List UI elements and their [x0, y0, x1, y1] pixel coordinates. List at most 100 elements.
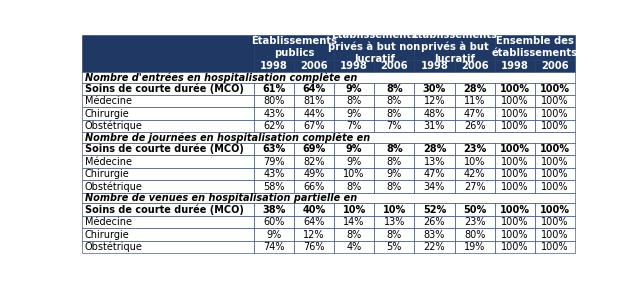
- Bar: [454, 180, 495, 193]
- Bar: [454, 60, 495, 72]
- Text: 50%: 50%: [463, 205, 486, 215]
- Bar: [535, 83, 575, 95]
- Text: 10%: 10%: [342, 205, 366, 215]
- Bar: [495, 216, 535, 228]
- Bar: [253, 120, 294, 133]
- Text: 1998: 1998: [501, 61, 529, 71]
- Bar: [414, 180, 454, 193]
- Text: 2006: 2006: [541, 61, 569, 71]
- Bar: [495, 168, 535, 180]
- Text: Médecine: Médecine: [85, 157, 132, 167]
- Bar: [414, 143, 454, 155]
- Text: 8%: 8%: [387, 229, 402, 239]
- Bar: [374, 95, 414, 107]
- Text: Établissements
privés à but
lucratif: Établissements privés à but lucratif: [412, 30, 497, 64]
- Text: 100%: 100%: [540, 84, 570, 94]
- Bar: [83, 228, 253, 241]
- Text: 100%: 100%: [501, 109, 529, 119]
- Bar: [495, 143, 535, 155]
- Bar: [454, 228, 495, 241]
- Text: 19%: 19%: [464, 242, 485, 252]
- Text: 2006: 2006: [381, 61, 408, 71]
- Text: 8%: 8%: [387, 182, 402, 192]
- Text: 8%: 8%: [386, 144, 403, 154]
- Bar: [374, 60, 414, 72]
- Bar: [374, 228, 414, 241]
- Bar: [374, 143, 414, 155]
- Text: 100%: 100%: [540, 205, 570, 215]
- Text: 100%: 100%: [501, 157, 529, 167]
- Text: 43%: 43%: [263, 169, 285, 179]
- Text: 1998: 1998: [340, 61, 368, 71]
- Text: 13%: 13%: [383, 217, 405, 227]
- Bar: [454, 216, 495, 228]
- Text: 100%: 100%: [541, 96, 569, 106]
- Text: 30%: 30%: [423, 84, 446, 94]
- Bar: [414, 228, 454, 241]
- Bar: [83, 120, 253, 133]
- Bar: [535, 216, 575, 228]
- Bar: [83, 83, 253, 95]
- Text: 8%: 8%: [387, 96, 402, 106]
- Text: 9%: 9%: [346, 109, 362, 119]
- Text: Ensemble des
établissements: Ensemble des établissements: [492, 36, 578, 58]
- Text: 100%: 100%: [541, 157, 569, 167]
- Bar: [535, 168, 575, 180]
- Bar: [414, 203, 454, 216]
- Bar: [334, 216, 374, 228]
- Text: 100%: 100%: [541, 109, 569, 119]
- Bar: [253, 228, 294, 241]
- Text: 69%: 69%: [302, 144, 326, 154]
- Text: 100%: 100%: [500, 205, 530, 215]
- Text: Soins de courte durée (MCO): Soins de courte durée (MCO): [85, 84, 244, 94]
- Text: 61%: 61%: [262, 84, 285, 94]
- Bar: [294, 107, 334, 120]
- Bar: [294, 203, 334, 216]
- Text: 63%: 63%: [262, 144, 285, 154]
- Text: 81%: 81%: [303, 96, 324, 106]
- Bar: [495, 120, 535, 133]
- Bar: [374, 216, 414, 228]
- Bar: [253, 180, 294, 193]
- Bar: [334, 168, 374, 180]
- Text: 22%: 22%: [424, 242, 445, 252]
- Text: 100%: 100%: [500, 144, 530, 154]
- Bar: [374, 120, 414, 133]
- Bar: [495, 203, 535, 216]
- Bar: [294, 95, 334, 107]
- Bar: [454, 168, 495, 180]
- Text: 9%: 9%: [346, 144, 362, 154]
- Bar: [454, 95, 495, 107]
- Text: Soins de courte durée (MCO): Soins de courte durée (MCO): [85, 144, 244, 154]
- Bar: [83, 216, 253, 228]
- Bar: [535, 180, 575, 193]
- Text: 38%: 38%: [262, 205, 285, 215]
- Bar: [454, 120, 495, 133]
- Text: 44%: 44%: [303, 109, 324, 119]
- Bar: [334, 241, 374, 253]
- Text: 100%: 100%: [501, 169, 529, 179]
- Bar: [374, 241, 414, 253]
- Text: 82%: 82%: [303, 157, 324, 167]
- Text: 8%: 8%: [346, 229, 362, 239]
- Bar: [294, 216, 334, 228]
- Bar: [334, 120, 374, 133]
- Text: 100%: 100%: [501, 242, 529, 252]
- Text: Obstétrique: Obstétrique: [85, 121, 143, 131]
- Bar: [454, 143, 495, 155]
- Text: Obstétrique: Obstétrique: [85, 181, 143, 192]
- Bar: [253, 203, 294, 216]
- Bar: [374, 203, 414, 216]
- Bar: [334, 155, 374, 168]
- Text: 27%: 27%: [464, 182, 485, 192]
- Text: Nombre d'entrées en hospitalisation complète en: Nombre d'entrées en hospitalisation comp…: [85, 72, 357, 83]
- Bar: [495, 228, 535, 241]
- Bar: [334, 35, 414, 60]
- Text: 100%: 100%: [501, 96, 529, 106]
- Bar: [83, 155, 253, 168]
- Bar: [454, 155, 495, 168]
- Text: 83%: 83%: [424, 229, 445, 239]
- Text: 14%: 14%: [344, 217, 365, 227]
- Text: 100%: 100%: [541, 242, 569, 252]
- Text: 79%: 79%: [263, 157, 285, 167]
